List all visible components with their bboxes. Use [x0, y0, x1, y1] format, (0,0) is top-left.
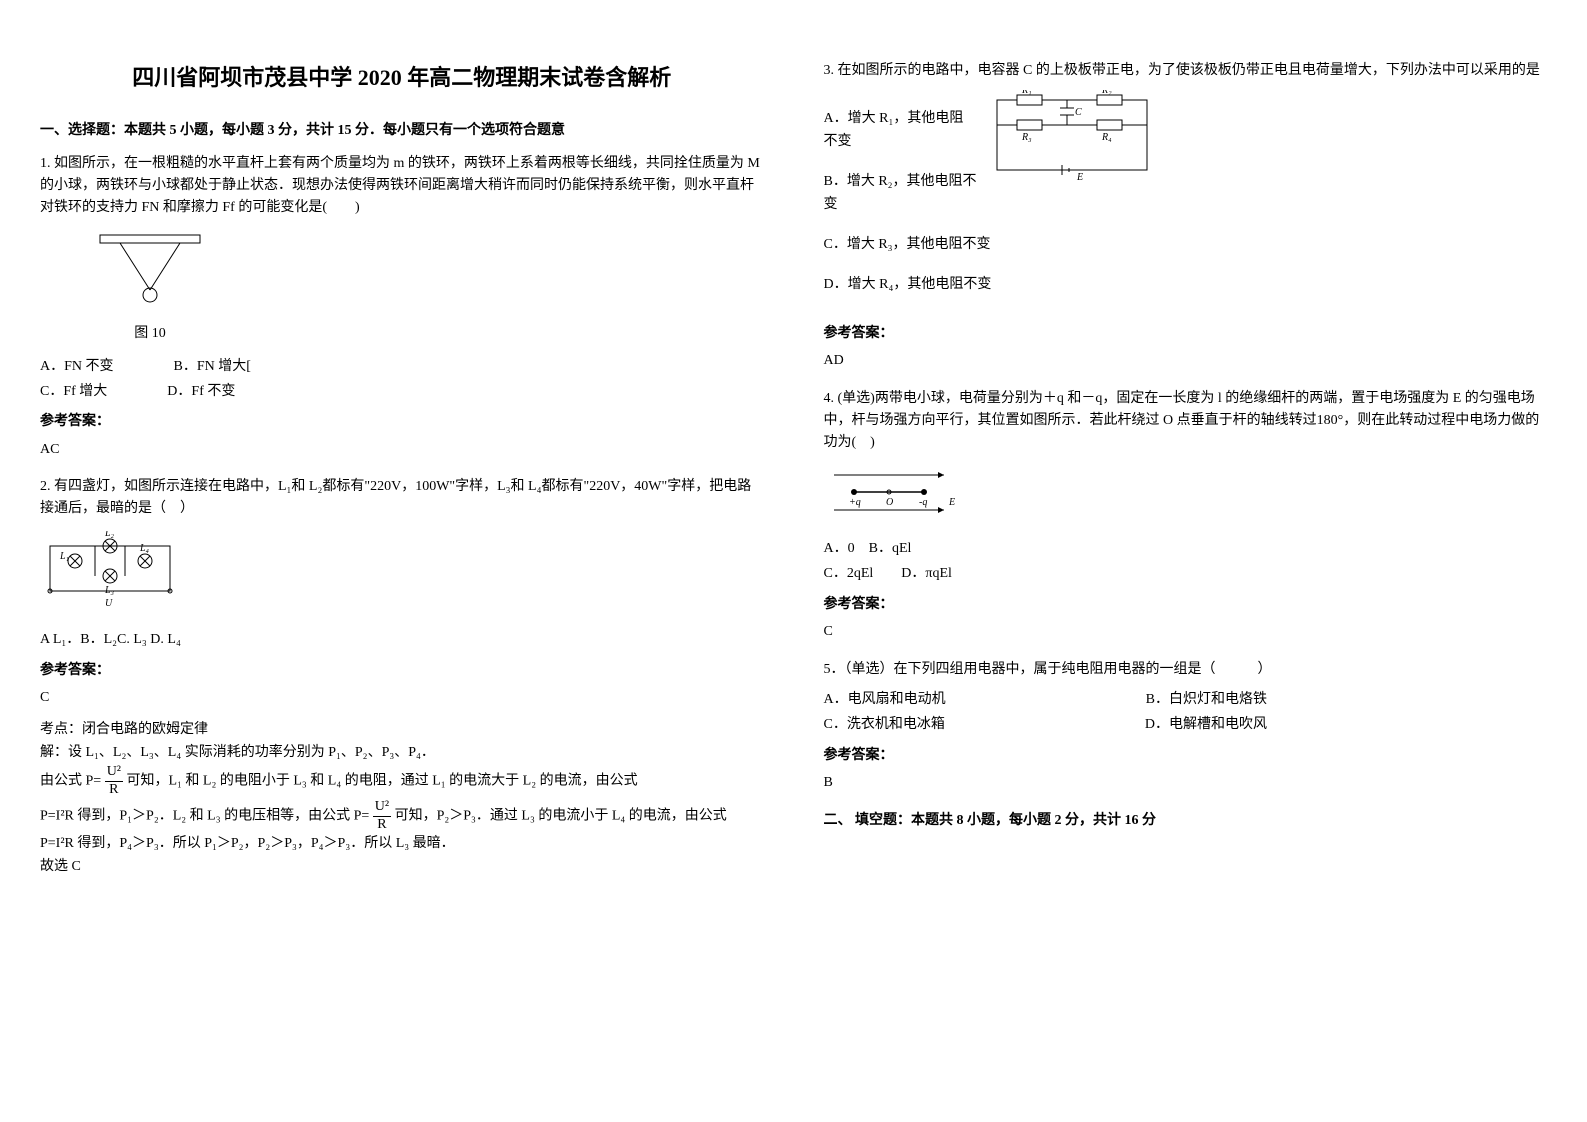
q4-figure: +q O -q E — [824, 465, 1548, 528]
svg-text:+q: +q — [849, 497, 861, 508]
svg-text:R₁: R₁ — [1021, 90, 1032, 96]
exam-page: 四川省阿坝市茂县中学 2020 年高二物理期末试卷含解析 一、选择题：本题共 5… — [40, 60, 1547, 893]
svg-text:L₁: L₁ — [59, 551, 69, 562]
frac-den: R — [105, 782, 123, 799]
q2-figure: L₁ L₂ L₃ L₄ U — [40, 531, 764, 619]
svg-text:E: E — [1076, 172, 1083, 183]
q2-expl4-pre: P=I²R 得到，P₁＞P₂．L₂ 和 L₃ 的电压相等，由公式 P= — [40, 808, 369, 823]
q1-answer: AC — [40, 439, 764, 461]
q2-expl3-post: 可知，L₁ 和 L₂ 的电阻小于 L₃ 和 L₄ 的电阻，通过 L₁ 的电流大于… — [127, 774, 638, 789]
q4-text: 4. (单选)两带电小球，电荷量分别为＋q 和－q，固定在一长度为 l 的绝缘细… — [824, 388, 1548, 455]
svg-text:L₂: L₂ — [104, 531, 115, 539]
q1-text: 1. 如图所示，在一根粗糙的水平直杆上套有两个质量均为 m 的铁环，两铁环上系着… — [40, 153, 764, 220]
frac-num: U² — [105, 764, 123, 782]
q2-text: 2. 有四盏灯，如图所示连接在电路中，L₁和 L₂都标有"220V，100W"字… — [40, 476, 764, 521]
question-1: 1. 如图所示，在一根粗糙的水平直杆上套有两个质量均为 m 的铁环，两铁环上系着… — [40, 153, 764, 462]
svg-text:L₃: L₃ — [104, 585, 115, 596]
triangle-pendulum-icon — [90, 230, 210, 310]
q5-opt-b: B．白炽灯和电烙铁 — [1146, 689, 1267, 711]
question-3: 3. 在如图所示的电路中，电容器 C 的上极板带正电，为了使该极板仍带正电且电荷… — [824, 60, 1548, 373]
q2-expl-5: 故选 C — [40, 856, 764, 878]
section2-header: 二、 填空题：本题共 8 小题，每小题 2 分，共计 16 分 — [824, 810, 1548, 832]
svg-text:R₂: R₂ — [1101, 90, 1112, 96]
q2-expl-1: 考点：闭合电路的欧姆定律 — [40, 719, 764, 741]
svg-text:O: O — [886, 497, 893, 508]
q4-answer-label: 参考答案： — [824, 594, 1548, 616]
question-2: 2. 有四盏灯，如图所示连接在电路中，L₁和 L₂都标有"220V，100W"字… — [40, 476, 764, 878]
right-column: 3. 在如图所示的电路中，电容器 C 的上极板带正电，为了使该极板仍带正电且电荷… — [824, 60, 1548, 893]
page-title: 四川省阿坝市茂县中学 2020 年高二物理期末试卷含解析 — [40, 60, 764, 95]
q4-opts-ab: A．0 B．qEl — [824, 538, 1548, 560]
q4-opts-cd: C．2qEl D．πqEl — [824, 563, 1548, 585]
q3-answer-label: 参考答案： — [824, 323, 1548, 345]
q5-opt-a: A．电风扇和电动机 — [824, 689, 946, 711]
svg-text:R₄: R₄ — [1101, 132, 1112, 143]
svg-text:L₄: L₄ — [139, 543, 150, 554]
q1-opt-a: A．FN 不变 — [40, 356, 114, 378]
q3-opt-c: C．增大 R₃，其他电阻不变 — [824, 234, 1548, 256]
question-4: 4. (单选)两带电小球，电荷量分别为＋q 和－q，固定在一长度为 l 的绝缘细… — [824, 388, 1548, 644]
q3-text: 3. 在如图所示的电路中，电容器 C 的上极板带正电，为了使该极板仍带正电且电荷… — [824, 60, 1548, 82]
q1-figure-label: 图 10 — [90, 323, 210, 345]
fraction-icon: U² R — [105, 764, 123, 799]
q5-text: 5．（单选）在下列四组用电器中，属于纯电阻用电器的一组是（ ） — [824, 659, 1548, 681]
q1-figure: 图 10 — [40, 230, 764, 346]
q4-answer: C — [824, 621, 1548, 643]
q2-options: A L₁．B．L₂C. L₃ D. L₄ — [40, 629, 764, 651]
svg-text:U: U — [105, 598, 113, 609]
q1-opt-c: C．Ff 增大 — [40, 381, 107, 403]
left-column: 四川省阿坝市茂县中学 2020 年高二物理期末试卷含解析 一、选择题：本题共 5… — [40, 60, 764, 893]
frac-num: U² — [373, 799, 391, 817]
fraction-icon: U² R — [373, 799, 391, 834]
section1-header: 一、选择题：本题共 5 小题，每小题 3 分，共计 15 分．每小题只有一个选项… — [40, 120, 764, 142]
lamp-circuit-icon: L₁ L₂ L₃ L₄ U — [40, 531, 190, 611]
q1-opt-d: D．Ff 不变 — [167, 381, 235, 403]
q5-answer: B — [824, 772, 1548, 794]
q2-expl-3: 由公式 P= U² R 可知，L₁ 和 L₂ 的电阻小于 L₃ 和 L₄ 的电阻… — [40, 764, 764, 799]
q3-answer: AD — [824, 350, 1548, 372]
q1-opt-b: B．FN 增大[ — [174, 356, 251, 378]
q2-expl-4: P=I²R 得到，P₁＞P₂．L₂ 和 L₃ 的电压相等，由公式 P= U² R… — [40, 799, 764, 856]
svg-text:R₃: R₃ — [1021, 132, 1032, 143]
dipole-field-icon: +q O -q E — [824, 465, 974, 520]
q3-opt-d: D．增大 R₄，其他电阻不变 — [824, 274, 1548, 296]
question-5: 5．（单选）在下列四组用电器中，属于纯电阻用电器的一组是（ ） A．电风扇和电动… — [824, 659, 1548, 795]
q2-answer: C — [40, 687, 764, 709]
q5-opt-c: C．洗衣机和电冰箱 — [824, 714, 945, 736]
svg-text:C: C — [1075, 107, 1082, 118]
svg-text:-q: -q — [919, 497, 927, 508]
q1-answer-label: 参考答案： — [40, 411, 764, 433]
svg-text:E: E — [948, 497, 955, 508]
frac-den: R — [373, 817, 391, 834]
q5-answer-label: 参考答案： — [824, 745, 1548, 767]
q1-options: A．FN 不变 B．FN 增大[ C．Ff 增大 D．Ff 不变 — [40, 356, 764, 404]
q2-expl3-pre: 由公式 P= — [40, 774, 101, 789]
capacitor-circuit-icon: R₁ R₂ R₃ R₄ C E — [987, 90, 1547, 190]
q2-expl-2: 解：设 L₁、L₂、L₃、L₄ 实际消耗的功率分别为 P₁、P₂、P₃、P₄． — [40, 742, 764, 764]
q5-options: A．电风扇和电动机 B．白炽灯和电烙铁 C．洗衣机和电冰箱 D．电解槽和电吹风 — [824, 689, 1548, 737]
q5-opt-d: D．电解槽和电吹风 — [1145, 714, 1267, 736]
q2-answer-label: 参考答案： — [40, 660, 764, 682]
